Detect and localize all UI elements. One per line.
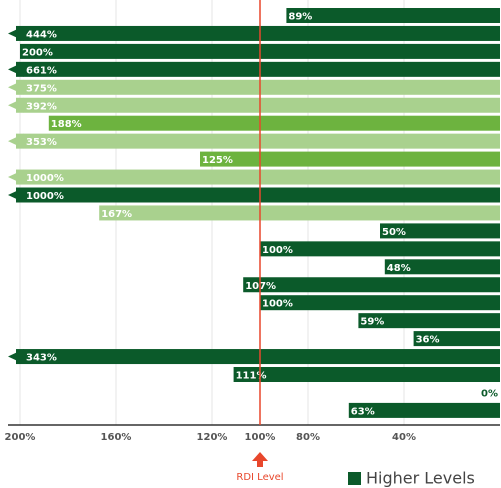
overflow-arrow: [8, 61, 24, 77]
x-tick-label: 100%: [245, 432, 276, 443]
bar: [48, 115, 501, 131]
legend-label: Higher Levels: [366, 469, 475, 488]
bar: [16, 187, 500, 203]
value-label: 89%: [288, 12, 312, 23]
overflow-arrow: [8, 25, 24, 41]
value-label: 111%: [236, 371, 267, 382]
bar: [16, 61, 500, 77]
bar: [99, 205, 500, 221]
bar: [286, 8, 500, 23]
reference-arrow: [252, 452, 268, 467]
bar: [260, 295, 500, 311]
bar: [243, 277, 500, 293]
legend-swatch: [348, 472, 361, 485]
x-tick-label: 120%: [197, 432, 228, 443]
bar: [413, 331, 500, 347]
value-label: 353%: [26, 137, 57, 148]
value-label: 48%: [387, 263, 411, 274]
x-tick-label: 200%: [5, 432, 36, 443]
value-label: 0%: [481, 388, 498, 399]
overflow-arrow: [8, 349, 24, 365]
bar: [16, 79, 500, 95]
overflow-arrow: [8, 79, 24, 95]
value-label: 50%: [382, 227, 406, 238]
bar: [16, 133, 500, 149]
bar: [233, 367, 500, 382]
x-tick-label: 80%: [296, 432, 320, 443]
value-label: 1000%: [26, 191, 64, 202]
bar: [380, 223, 500, 239]
overflow-arrow: [8, 133, 24, 149]
value-label: 343%: [26, 353, 57, 364]
bar: [358, 313, 500, 329]
bar: [16, 25, 500, 41]
value-label: 375%: [26, 83, 57, 94]
value-label: 100%: [262, 245, 293, 256]
value-label: 444%: [26, 29, 57, 40]
value-label: 167%: [101, 209, 132, 220]
bar: [16, 97, 500, 113]
bar: [384, 259, 500, 275]
bar: [200, 151, 500, 167]
bar: [16, 169, 500, 185]
value-label: 59%: [360, 317, 384, 328]
value-label: 100%: [262, 299, 293, 310]
bar: [16, 349, 500, 365]
overflow-arrow: [8, 169, 24, 185]
bar: [260, 241, 500, 257]
reference-label: RDI Level: [236, 472, 283, 483]
value-label: 661%: [26, 65, 57, 76]
value-label: 63%: [351, 406, 375, 417]
bar: [348, 402, 500, 418]
value-label: 125%: [202, 155, 233, 166]
overflow-arrow: [8, 187, 24, 203]
x-tick-label: 40%: [392, 432, 416, 443]
value-label: 1000%: [26, 173, 64, 184]
overflow-arrow: [8, 97, 24, 113]
value-label: 392%: [26, 101, 57, 112]
value-label: 200%: [22, 47, 53, 58]
x-tick-label: 160%: [101, 432, 132, 443]
value-label: 36%: [416, 335, 440, 346]
value-label: 188%: [51, 119, 82, 130]
